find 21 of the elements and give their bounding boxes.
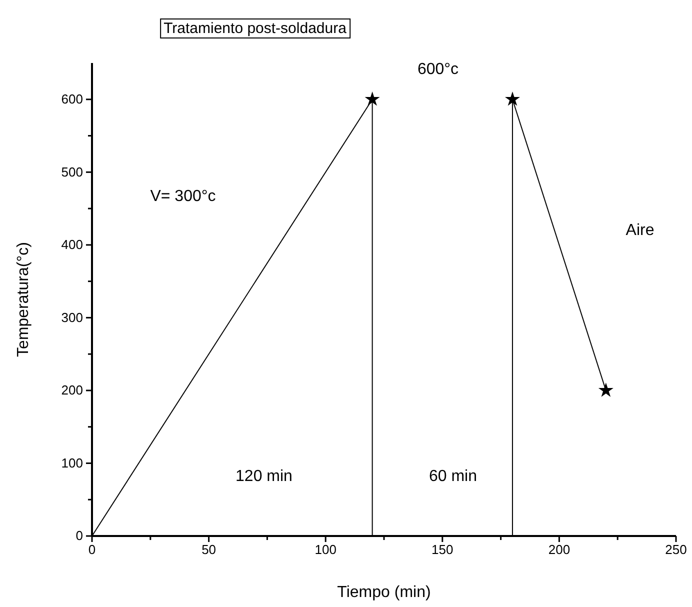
y-tick-label: 600	[61, 92, 83, 107]
y-tick-label: 500	[61, 164, 83, 180]
annotation: 60 min	[428, 468, 478, 486]
x-tick-label: 0	[88, 542, 96, 558]
y-tick-label: 400	[61, 237, 83, 252]
y-tick-label: 0	[76, 528, 83, 544]
chart-title: Tratamiento post-soldadura	[164, 20, 348, 37]
x-tick-label: 200	[548, 542, 570, 558]
y-axis-title: Temperatura(°c)	[15, 242, 32, 357]
y-tick-label: 100	[61, 455, 83, 470]
y-tick-label: 200	[61, 382, 83, 398]
y-tick-label: 300	[61, 310, 83, 325]
annotation: 120 min	[236, 468, 292, 486]
x-tick-label: 250	[665, 542, 687, 558]
x-tick-label: 50	[202, 542, 216, 558]
annotation: 600°c	[417, 61, 459, 78]
annotation: V= 300°c	[150, 188, 216, 206]
x-axis-title: Tiempo (min)	[337, 584, 431, 601]
x-tick-label: 100	[314, 542, 336, 558]
annotation: Aire	[626, 222, 654, 240]
x-tick-label: 150	[432, 542, 454, 558]
